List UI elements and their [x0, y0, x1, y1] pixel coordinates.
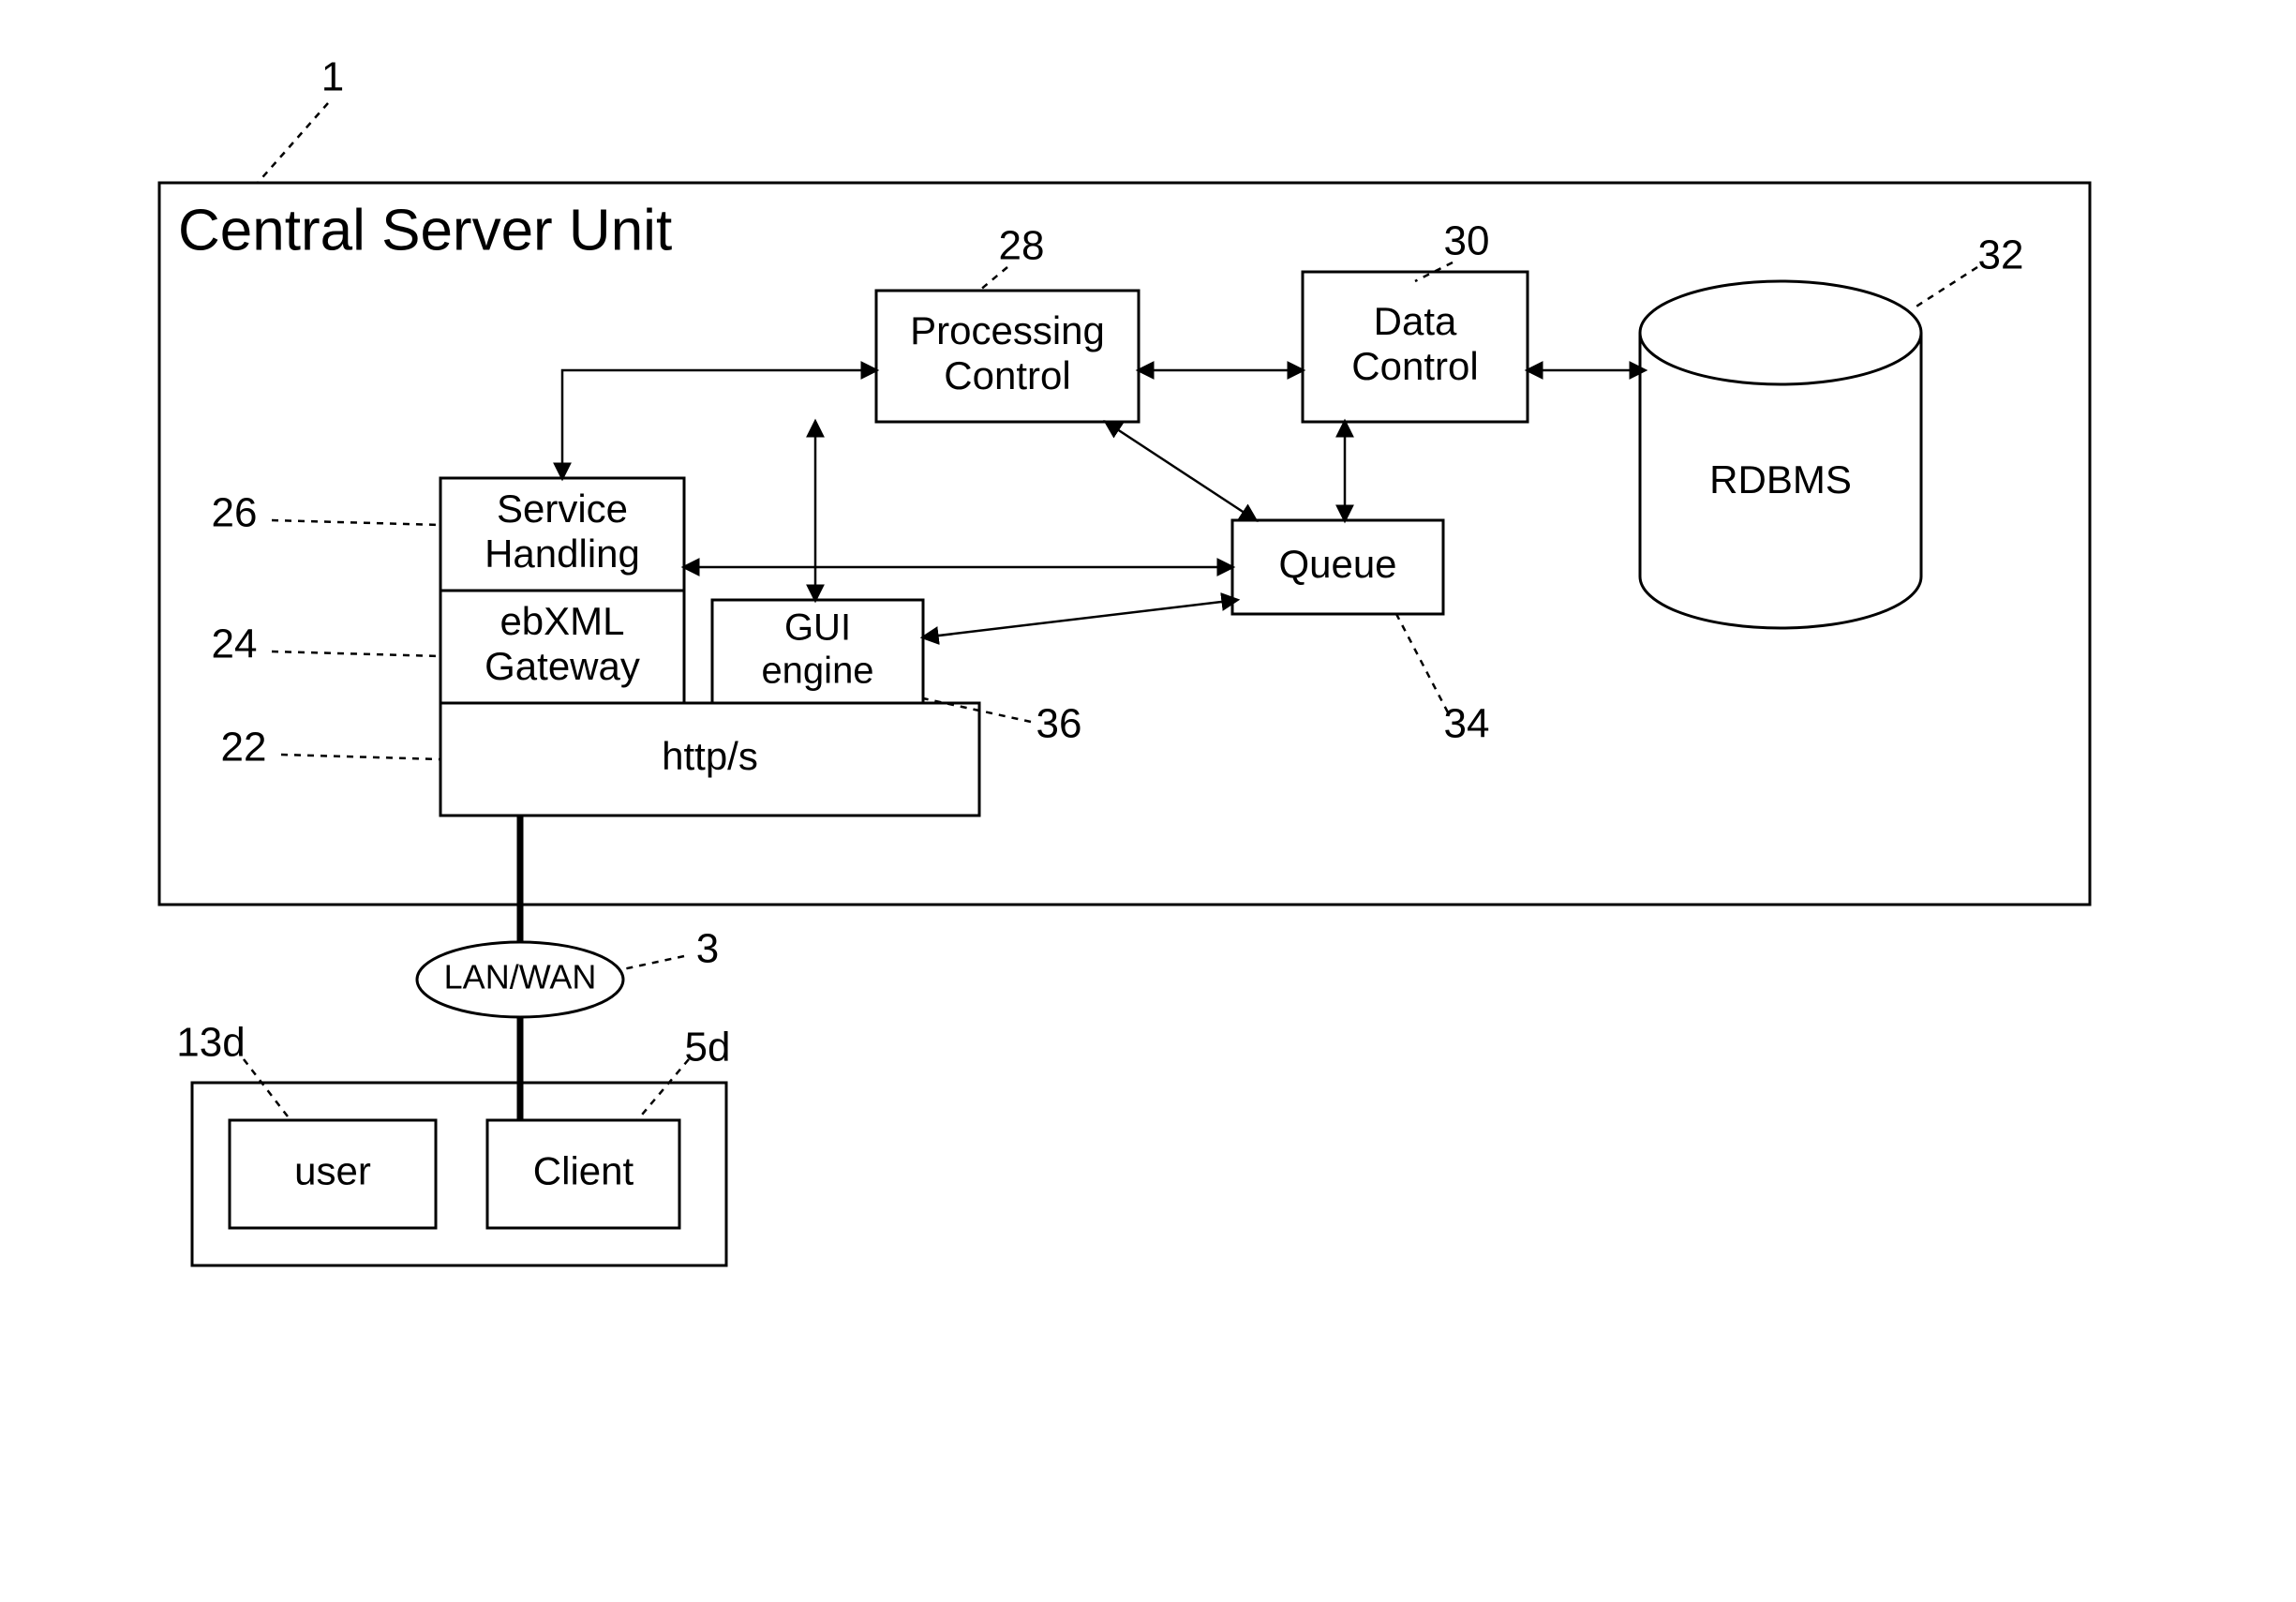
user-label-0: user	[294, 1149, 371, 1193]
ref-32: 32	[1978, 232, 2024, 278]
ref-22: 22	[221, 725, 267, 771]
queue-label-0: Queue	[1278, 542, 1396, 586]
service-label-0: Service	[497, 487, 628, 531]
leader-0	[258, 103, 328, 183]
processing-label-1: Control	[944, 353, 1070, 397]
ref-34: 34	[1444, 701, 1490, 747]
ref-26: 26	[212, 490, 258, 536]
ebxml-label-0: ebXML	[499, 599, 624, 643]
ref-1: 1	[321, 54, 344, 100]
rdbms-label: RDBMS	[1709, 457, 1852, 502]
gui-label-0: GUI	[784, 607, 851, 649]
ref-24: 24	[212, 621, 258, 667]
ref-28: 28	[999, 223, 1045, 269]
leader-9	[619, 956, 684, 970]
ebxml-label-1: Gateway	[485, 644, 640, 688]
data_control-label-0: Data	[1374, 299, 1457, 343]
processing-label-0: Processing	[910, 308, 1105, 352]
ref-3: 3	[696, 926, 719, 972]
client-label-0: Client	[533, 1149, 634, 1193]
title-text: Central Server Unit	[178, 198, 672, 262]
service-label-1: Handling	[485, 532, 640, 576]
https-label-0: http/s	[662, 734, 758, 778]
rdbms-cylinder-top	[1640, 281, 1921, 384]
ref-13d: 13d	[176, 1020, 245, 1066]
ref-30: 30	[1444, 218, 1490, 264]
ref-36: 36	[1036, 701, 1082, 747]
data_control-label-1: Control	[1351, 344, 1478, 388]
ref-5d: 5d	[685, 1025, 731, 1070]
lanwan-label: LAN/WAN	[444, 958, 597, 996]
gui-label-1: engine	[761, 651, 873, 692]
